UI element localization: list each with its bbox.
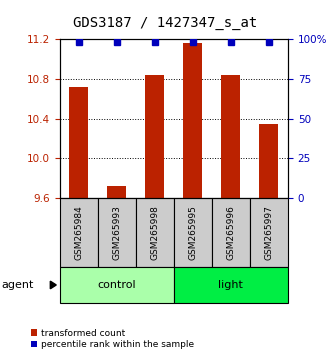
Text: GDS3187 / 1427347_s_at: GDS3187 / 1427347_s_at (73, 16, 258, 30)
Bar (260, 124, 278, 198)
Bar (98, 198, 136, 267)
Text: GSM265996: GSM265996 (226, 205, 235, 260)
Text: GSM265993: GSM265993 (112, 205, 121, 260)
Text: GSM265984: GSM265984 (74, 205, 83, 260)
Bar (60, 198, 98, 267)
Bar (69, 87, 88, 198)
Text: GSM265998: GSM265998 (150, 205, 159, 260)
Bar (174, 198, 212, 267)
Text: light: light (218, 280, 243, 290)
Bar (212, 198, 250, 267)
Bar (145, 75, 164, 198)
Text: GSM265997: GSM265997 (264, 205, 273, 260)
Bar (174, 267, 288, 303)
Bar (136, 198, 174, 267)
Bar (221, 75, 240, 198)
Text: control: control (97, 280, 136, 290)
Bar (250, 198, 288, 267)
Bar (107, 186, 126, 198)
Polygon shape (50, 281, 56, 289)
Bar (60, 267, 174, 303)
Bar (183, 43, 202, 198)
Legend: transformed count, percentile rank within the sample: transformed count, percentile rank withi… (31, 329, 194, 349)
Text: GSM265995: GSM265995 (188, 205, 197, 260)
Text: agent: agent (2, 280, 34, 290)
